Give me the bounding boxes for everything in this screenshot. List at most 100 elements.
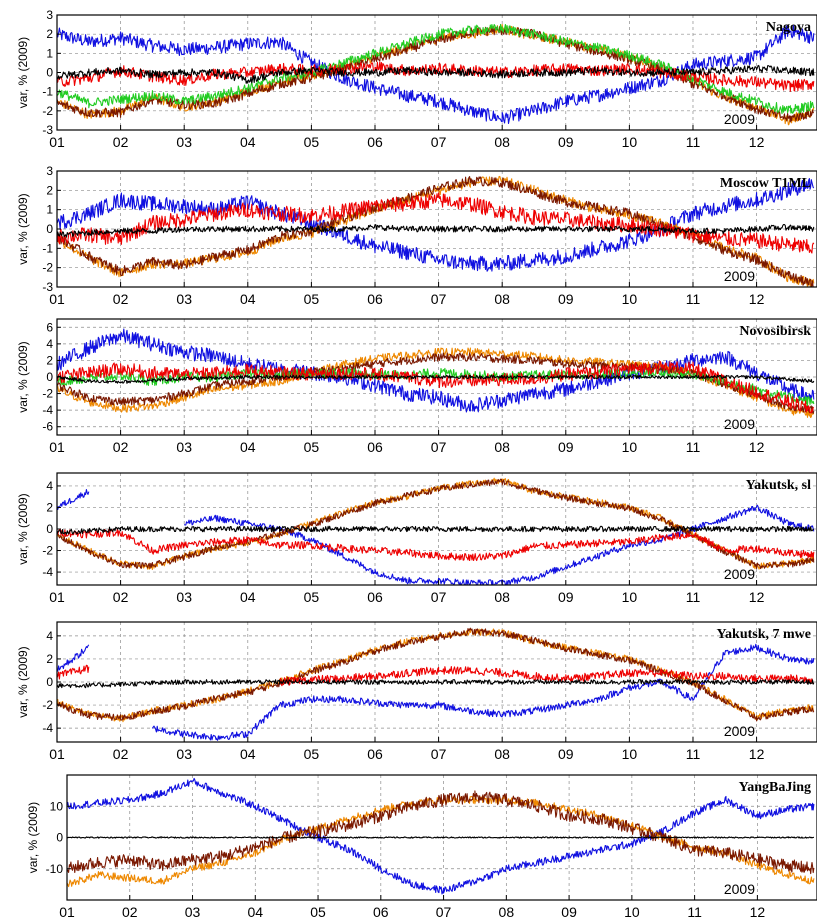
x-tick-label: 08 [494, 291, 510, 307]
y-tick-label: -4 [42, 565, 53, 579]
x-tick-label: 06 [367, 589, 383, 605]
y-tick-label: -3 [42, 123, 53, 137]
y-tick-label: -4 [42, 403, 53, 417]
y-tick-label: 2 [46, 500, 53, 514]
x-tick-label: 06 [373, 904, 389, 919]
y-tick-label: 4 [46, 479, 53, 493]
x-tick-label: 03 [176, 439, 192, 455]
x-tick-label: 09 [558, 746, 574, 762]
y-tick-label: -6 [42, 420, 53, 434]
x-tick-label: 07 [431, 589, 447, 605]
series-red-line [57, 528, 815, 562]
x-tick-label: 08 [494, 589, 510, 605]
y-tick-label: -1 [42, 85, 53, 99]
y-axis-label: var, % (2009) [16, 493, 30, 564]
y-tick-label: 0 [46, 222, 53, 236]
y-tick-label: 0 [46, 66, 53, 80]
year-label: 2009 [724, 723, 755, 739]
x-tick-label: 01 [59, 904, 75, 919]
series-blue-line [57, 643, 815, 741]
y-tick-label: 1 [46, 203, 53, 217]
x-tick-label: 04 [240, 439, 256, 455]
y-tick-label: -3 [42, 280, 53, 294]
x-tick-label: 01 [49, 291, 65, 307]
x-tick-label: 09 [558, 291, 574, 307]
y-tick-label: 2 [46, 183, 53, 197]
x-tick-label: 06 [367, 134, 383, 150]
x-tick-label: 07 [431, 439, 447, 455]
y-axis-label: var, % (2009) [16, 193, 30, 264]
x-tick-label: 04 [240, 291, 256, 307]
y-tick-label: 0 [46, 370, 53, 384]
station-title: Yakutsk, sl [746, 478, 811, 493]
y-tick-label: -10 [46, 862, 64, 876]
x-tick-label: 01 [49, 746, 65, 762]
year-label: 2009 [724, 111, 755, 127]
x-tick-label: 07 [431, 746, 447, 762]
y-tick-label: 1 [46, 46, 53, 60]
x-tick-label: 12 [749, 746, 765, 762]
y-tick-label: -2 [42, 261, 53, 275]
series-black-line [57, 64, 815, 84]
y-axis-label: var, % (2009) [16, 646, 30, 717]
x-tick-label: 12 [749, 439, 765, 455]
x-tick-label: 01 [49, 589, 65, 605]
x-tick-label: 07 [436, 904, 452, 919]
x-tick-label: 02 [113, 439, 129, 455]
year-label: 2009 [724, 881, 755, 897]
series-green-line [57, 23, 815, 115]
y-tick-label: -1 [42, 241, 53, 255]
y-tick-label: 0 [46, 522, 53, 536]
x-tick-label: 12 [749, 291, 765, 307]
x-tick-label: 10 [622, 439, 638, 455]
x-tick-label: 10 [624, 904, 640, 919]
x-tick-label: 04 [247, 904, 263, 919]
station-title: Nagoya [766, 20, 811, 35]
x-tick-label: 03 [176, 291, 192, 307]
x-tick-label: 03 [185, 904, 201, 919]
series-brown-line [67, 790, 815, 875]
y-axis-label: var, % (2009) [26, 802, 40, 873]
x-tick-label: 04 [240, 589, 256, 605]
x-tick-label: 05 [304, 291, 320, 307]
series-black-line [57, 525, 814, 535]
y-tick-label: -2 [42, 698, 53, 712]
x-tick-label: 02 [113, 589, 129, 605]
y-tick-label: 10 [50, 799, 64, 813]
x-tick-label: 11 [686, 589, 701, 605]
y-tick-label: -2 [42, 387, 53, 401]
y-tick-label: 0 [46, 675, 53, 689]
x-tick-label: 11 [686, 134, 701, 150]
panel-6: -10 0 10 01 02 03 04 05 06 07 08 09 10 11 12 var, % (20… [26, 774, 817, 919]
x-tick-label: 03 [176, 589, 192, 605]
x-tick-label: 10 [622, 291, 638, 307]
y-tick-label: 2 [46, 27, 53, 41]
x-tick-label: 10 [622, 746, 638, 762]
y-tick-label: 0 [56, 831, 63, 845]
x-tick-label: 01 [49, 134, 65, 150]
x-tick-label: 11 [687, 904, 702, 919]
x-tick-label: 08 [494, 746, 510, 762]
x-tick-label: 01 [49, 439, 65, 455]
year-label: 2009 [724, 268, 755, 284]
x-tick-label: 03 [176, 134, 192, 150]
x-tick-label: 08 [499, 904, 515, 919]
series-black-line [57, 679, 815, 689]
station-title: YangBaJing [739, 780, 811, 795]
x-tick-label: 05 [304, 746, 320, 762]
x-tick-label: 05 [304, 589, 320, 605]
station-title: Yakutsk, 7 mwe [716, 627, 811, 642]
y-axis-label: var, % (2009) [16, 341, 30, 412]
x-tick-label: 10 [622, 134, 638, 150]
x-tick-label: 02 [113, 134, 129, 150]
x-tick-label: 08 [494, 439, 510, 455]
x-tick-label: 07 [431, 291, 447, 307]
x-tick-label: 09 [558, 589, 574, 605]
year-label: 2009 [724, 416, 755, 432]
y-axis-label: var, % (2009) [16, 37, 30, 108]
x-tick-label: 10 [622, 589, 638, 605]
